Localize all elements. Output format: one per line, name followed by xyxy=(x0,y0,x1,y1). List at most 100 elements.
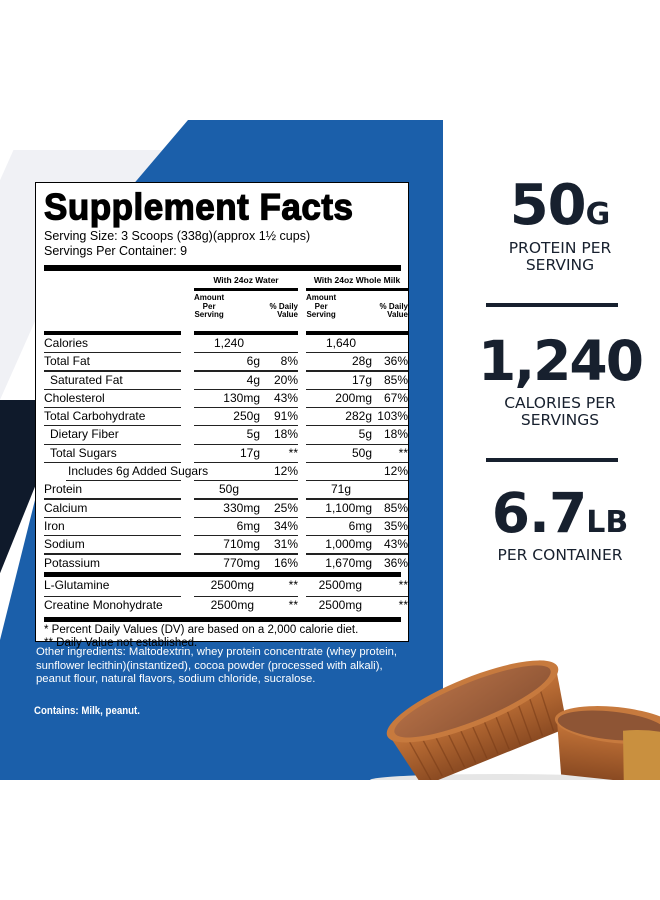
stat-value: 6.7 xyxy=(491,481,587,545)
stat-unit: G xyxy=(585,197,611,232)
milk-daily-value: 103% xyxy=(377,409,408,424)
row-rule xyxy=(194,370,298,372)
stat-weight: 6.7LB PER CONTAINER xyxy=(470,486,650,564)
row-rule xyxy=(44,498,181,500)
stat-value: 50 xyxy=(509,173,587,238)
row-rule xyxy=(306,388,408,390)
nutrient-name: Creatine Monohydrate xyxy=(44,597,163,612)
milk-daily-value: 12% xyxy=(383,464,408,479)
nutrient-name: Sodium xyxy=(44,537,85,552)
table-row: Calcium 330mg 25% 1,100mg 85% xyxy=(44,500,408,518)
stat-caption: SERVINGS xyxy=(520,411,600,429)
stat-protein: 50G PROTEIN PER SERVING xyxy=(470,178,650,274)
dv-header: % Daily Value xyxy=(379,301,408,319)
amount-header: Amount Per Serving xyxy=(194,293,225,319)
row-rule xyxy=(194,425,298,427)
footnote-not-established: ** Daily Value not established. xyxy=(44,636,198,649)
milk-amount: 282g xyxy=(345,409,372,424)
row-rule xyxy=(194,480,298,482)
nutrient-name: Calcium xyxy=(44,500,88,515)
row-rule xyxy=(44,388,181,390)
table-row: Potassium 770mg 16% 1,670mg 36% xyxy=(44,555,408,573)
allergen-statement: Contains: Milk, peanut. xyxy=(34,705,140,717)
milk-daily-value: ** xyxy=(398,577,408,592)
row-rule xyxy=(194,352,298,354)
nutrient-name: Total Carbohydrate xyxy=(44,409,146,424)
footnote-dv: * Percent Daily Values (DV) are based on… xyxy=(44,623,359,636)
row-rule xyxy=(194,388,298,390)
row-rule xyxy=(44,535,181,537)
milk-amount: 1,100mg xyxy=(325,500,372,515)
row-rule xyxy=(306,595,408,597)
nutrient-name: Total Sugars xyxy=(50,445,117,460)
water-amount: 17g xyxy=(239,445,260,460)
table-row: Includes 6g Added Sugars 12% 12% xyxy=(44,463,408,482)
row-rule xyxy=(306,498,408,500)
water-daily-value: 43% xyxy=(273,390,298,405)
row-rule xyxy=(44,370,181,372)
group-water: With 24oz Water Amount Per Serving % Daily… xyxy=(194,275,298,320)
water-daily-value: 8% xyxy=(280,354,298,369)
water-amount: 4g xyxy=(246,372,260,387)
milk-daily-value: 67% xyxy=(383,390,408,405)
water-daily-value: ** xyxy=(288,577,298,592)
table-row: Total Carbohydrate 250g 91% 282g 103% xyxy=(44,408,408,427)
nutrient-name: Potassium xyxy=(44,555,101,570)
serving-size: Serving Size: 3 Scoops (338g)(approx 1½ … xyxy=(44,229,311,243)
milk-daily-value: 36% xyxy=(383,354,408,369)
water-daily-value: 25% xyxy=(273,500,298,515)
nutrient-name: Total Fat xyxy=(44,354,91,369)
milk-amount: 1,000mg xyxy=(325,537,372,552)
milk-amount: 6mg xyxy=(348,518,372,533)
divider-thick xyxy=(44,265,401,271)
nutrient-name: Protein xyxy=(44,482,83,497)
other-ingredients: Other ingredients: Maltodextrin, whey pr… xyxy=(36,646,398,686)
nutrient-name: L-Glutamine xyxy=(44,577,110,592)
row-rule xyxy=(194,443,298,445)
servings-per-container: Servings Per Container: 9 xyxy=(44,244,188,258)
water-amount: 770mg xyxy=(223,555,260,570)
row-rule xyxy=(194,498,298,500)
nutrient-name: Dietary Fiber xyxy=(50,427,119,442)
nutrient-name: Calories xyxy=(44,336,89,350)
stat-unit: LB xyxy=(586,505,629,540)
row-rule xyxy=(44,443,181,445)
water-amount: 330mg xyxy=(223,500,260,515)
stat-caption: SERVING xyxy=(525,256,595,274)
row-rule xyxy=(306,425,408,427)
water-amount: 6mg xyxy=(236,518,260,533)
column-headers: With 24oz Water Amount Per Serving % Daily… xyxy=(44,271,408,335)
milk-daily-value: ** xyxy=(398,445,408,460)
row-rule xyxy=(194,553,298,555)
water-daily-value: 20% xyxy=(273,372,298,387)
table-row: Total Fat 6g 8% 28g 36% xyxy=(44,353,408,372)
milk-amount: 5g xyxy=(358,427,372,442)
row-rule xyxy=(306,535,408,537)
row-rule xyxy=(194,407,298,409)
row-rule xyxy=(306,461,408,464)
amount-header: Amount Per Serving xyxy=(306,293,337,319)
group-milk: With 24oz Whole Milk Amount Per Serving % … xyxy=(306,275,408,320)
peanut-butter-cups-image xyxy=(370,660,660,780)
table-row: Iron 6mg 34% 6mg 35% xyxy=(44,518,408,537)
milk-daily-value: ** xyxy=(398,597,408,612)
water-amount: 50g xyxy=(218,482,240,497)
milk-daily-value: 85% xyxy=(383,500,408,515)
row-rule xyxy=(306,352,408,354)
row-rule xyxy=(44,595,181,597)
nutrient-name: Saturated Fat xyxy=(50,372,123,387)
water-amount: 2500mg xyxy=(210,577,254,592)
milk-daily-value: 36% xyxy=(383,555,408,570)
water-daily-value: 16% xyxy=(273,555,298,570)
water-daily-value: 18% xyxy=(273,427,298,442)
water-daily-value: ** xyxy=(288,445,298,460)
milk-amount: 1,670mg xyxy=(325,555,372,570)
table-row: Calories 1,240 1,640 xyxy=(44,335,408,354)
water-daily-value: 91% xyxy=(273,409,298,424)
table-row: Creatine Monohydrate 2500mg ** 2500mg ** xyxy=(44,597,408,617)
table-row: Total Sugars 17g ** 50g ** xyxy=(44,445,408,464)
group-title: With 24oz Whole Milk xyxy=(306,275,408,291)
milk-amount: 71g xyxy=(330,482,352,497)
table-row: Dietary Fiber 5g 18% 5g 18% xyxy=(44,426,408,445)
table-row: Protein 50g 71g xyxy=(44,481,408,500)
